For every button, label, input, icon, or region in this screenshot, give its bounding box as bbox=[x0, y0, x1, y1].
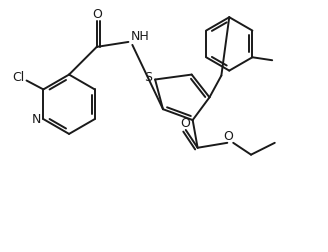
Text: O: O bbox=[92, 8, 102, 21]
Text: Cl: Cl bbox=[12, 71, 25, 84]
Text: N: N bbox=[32, 113, 41, 125]
Text: S: S bbox=[144, 71, 152, 84]
Text: O: O bbox=[180, 116, 190, 130]
Text: NH: NH bbox=[130, 29, 149, 43]
Text: O: O bbox=[223, 130, 233, 143]
